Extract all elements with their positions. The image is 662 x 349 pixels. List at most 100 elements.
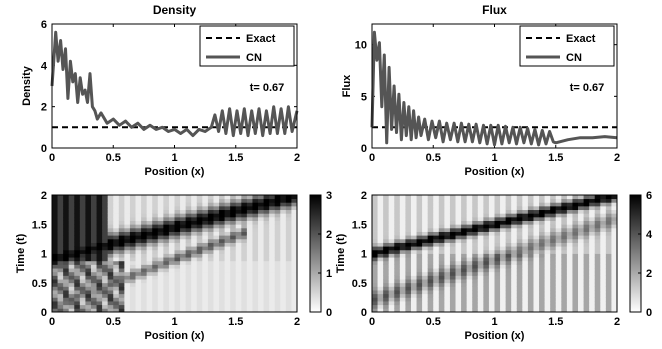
heatmap-cell xyxy=(611,304,618,309)
heatmap-cell xyxy=(52,238,58,243)
heatmap-cell xyxy=(57,227,64,232)
heatmap-cell xyxy=(180,216,187,221)
heatmap-cell xyxy=(252,227,259,232)
heatmap-cell xyxy=(550,279,557,284)
heatmap-cell xyxy=(516,279,523,284)
heatmap-cell xyxy=(544,290,551,295)
heatmap-cell xyxy=(572,264,579,269)
heatmap-cell xyxy=(157,308,164,313)
heatmap-cell xyxy=(444,308,451,313)
heatmap-cell xyxy=(483,202,490,207)
plot-frame xyxy=(51,23,298,149)
heatmap-cell xyxy=(291,275,298,280)
heatmap-cell xyxy=(444,286,451,291)
heatmap-cell xyxy=(516,238,523,243)
heatmap-cell xyxy=(505,275,512,280)
heatmap-cell xyxy=(377,286,384,291)
heatmap-cell xyxy=(594,286,601,291)
heatmap-cell xyxy=(224,235,231,240)
heatmap-cell xyxy=(600,257,607,262)
heatmap-cell xyxy=(516,220,523,225)
heatmap-cell xyxy=(438,195,445,200)
heatmap-cell xyxy=(394,216,401,221)
heatmap-cell xyxy=(291,202,298,207)
heatmap-cell xyxy=(600,216,607,221)
heatmap-cell xyxy=(63,260,70,265)
heatmap-cell xyxy=(438,227,445,232)
heatmap-cell xyxy=(483,249,490,254)
heatmap-cell xyxy=(63,246,70,251)
heatmap-cell xyxy=(466,304,473,309)
heatmap-cell xyxy=(185,293,192,298)
heatmap-cell xyxy=(118,282,125,287)
heatmap-cell xyxy=(449,290,456,295)
heatmap-cell xyxy=(449,216,456,221)
heatmap-cell xyxy=(213,227,220,232)
heatmap-cell xyxy=(494,257,501,262)
heatmap-cell xyxy=(399,279,406,284)
heatmap-cell xyxy=(163,260,170,265)
heatmap-cell xyxy=(213,304,220,309)
heatmap-cell xyxy=(63,297,70,302)
heatmap-cell xyxy=(383,308,390,313)
heatmap-cell xyxy=(207,198,214,203)
heatmap-cell xyxy=(90,279,97,284)
heatmap-cell xyxy=(196,264,203,269)
heatmap-cell xyxy=(219,271,226,276)
heatmap-cell xyxy=(135,195,142,200)
heatmap-cell xyxy=(372,282,378,287)
heatmap-cell xyxy=(500,249,507,254)
heatmap-cell xyxy=(427,275,434,280)
heatmap-cell xyxy=(180,304,187,309)
heatmap-cell xyxy=(444,224,451,229)
heatmap-cell xyxy=(107,290,114,295)
heatmap-cell xyxy=(589,202,596,207)
heatmap-cell xyxy=(405,238,412,243)
heatmap-cell xyxy=(280,279,287,284)
heatmap-cell xyxy=(605,231,612,236)
heatmap-cell xyxy=(207,301,214,306)
heatmap-cell xyxy=(483,282,490,287)
heatmap-cell xyxy=(152,297,159,302)
heatmap-cell xyxy=(185,257,192,262)
heatmap-cell xyxy=(550,264,557,269)
heatmap-cell xyxy=(185,271,192,276)
heatmap-cell xyxy=(444,195,451,200)
heatmap-cell xyxy=(388,257,395,262)
heatmap-cell xyxy=(461,227,468,232)
heatmap-cell xyxy=(589,290,596,295)
heatmap-cell xyxy=(185,290,192,295)
heatmap-cell xyxy=(235,308,242,313)
heatmap-cell xyxy=(274,209,281,214)
heatmap-cell xyxy=(174,268,181,273)
heatmap-cell xyxy=(455,308,462,313)
heatmap-cell xyxy=(291,293,298,298)
heatmap-cell xyxy=(141,282,148,287)
heatmap-cell xyxy=(241,271,248,276)
heatmap-cell xyxy=(377,268,384,273)
heatmap-cell xyxy=(207,253,214,258)
heatmap-cell xyxy=(500,198,507,203)
heatmap-cell xyxy=(263,268,270,273)
heatmap-cell xyxy=(566,216,573,221)
heatmap-cell xyxy=(555,297,562,302)
heatmap-cell xyxy=(539,195,546,200)
heatmap-cell xyxy=(399,268,406,273)
heatmap-cell xyxy=(180,286,187,291)
heatmap-cell xyxy=(578,205,584,211)
heatmap-cell xyxy=(555,290,562,295)
heatmap-cell xyxy=(141,224,148,229)
heatmap-cell xyxy=(399,293,406,298)
heatmap-cell xyxy=(494,238,501,243)
heatmap-cell xyxy=(600,279,607,284)
heatmap-cell xyxy=(500,264,507,269)
heatmap-cell xyxy=(600,198,607,203)
heatmap-cell xyxy=(174,249,181,254)
heatmap-cell xyxy=(533,290,540,295)
heatmap-cell xyxy=(79,279,86,284)
heatmap-cell xyxy=(505,216,512,221)
heatmap-cell xyxy=(500,279,507,284)
heatmap-cell xyxy=(494,271,501,276)
heatmap-cell xyxy=(124,202,131,207)
heatmap-cell xyxy=(258,249,264,254)
